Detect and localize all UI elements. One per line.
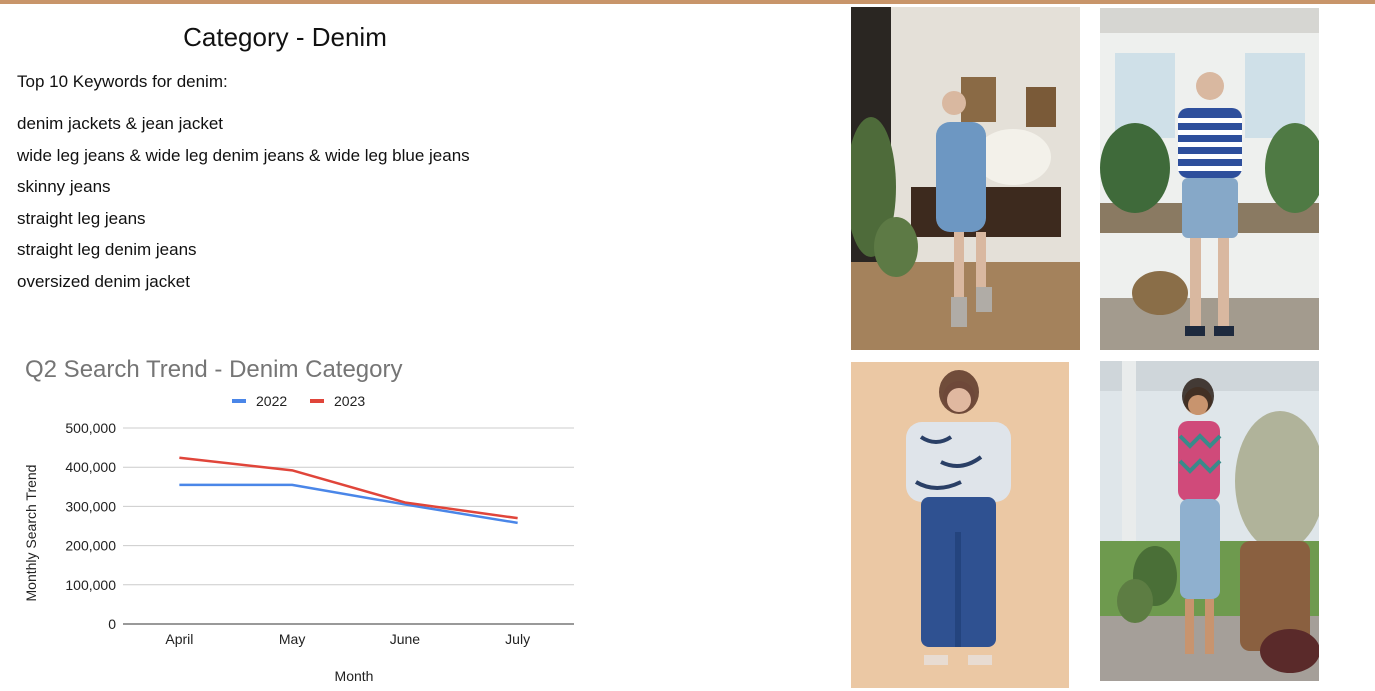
photo-woman-denim-dress-with-flowers xyxy=(851,7,1080,350)
page-title: Category - Denim xyxy=(183,22,387,52)
keywords-list: denim jackets & jean jacket wide leg jea… xyxy=(17,108,470,297)
photo-icon xyxy=(1100,8,1319,350)
chart-title: Q2 Search Trend - Denim Category xyxy=(25,356,403,383)
photo-woman-striped-top-denim-shorts xyxy=(1100,8,1319,350)
series-line-2023 xyxy=(179,456,518,520)
x-tick-label: April xyxy=(165,631,193,647)
legend-label-2023: 2023 xyxy=(334,393,365,409)
top-accent-bar xyxy=(0,0,1375,4)
keyword-item: denim jackets & jean jacket xyxy=(17,114,223,133)
y-tick-label: 0 xyxy=(108,616,116,632)
keyword-item: straight leg jeans xyxy=(17,208,146,228)
y-tick-label: 300,000 xyxy=(65,498,116,514)
photo-icon xyxy=(851,362,1069,688)
x-tick-label: June xyxy=(390,631,421,647)
y-tick-label: 100,000 xyxy=(65,577,116,593)
keyword-item: oversized denim jacket xyxy=(17,271,190,291)
keywords-heading: Top 10 Keywords for denim: xyxy=(17,72,228,91)
search-trend-chart: Q2 Search Trend - Denim Category 2022 202… xyxy=(23,356,574,684)
keyword-item: skinny jeans xyxy=(17,177,111,196)
photo-woman-print-blouse-wide-leg-jeans xyxy=(851,362,1069,688)
y-axis-label: Monthly Search Trend xyxy=(23,465,39,602)
photo-icon xyxy=(1100,361,1319,681)
y-axis-ticks: 0 100,000 200,000 300,000 400,000 500,000 xyxy=(65,420,116,632)
series-line-2022 xyxy=(179,483,518,525)
x-axis-ticks: April May June July xyxy=(165,631,530,647)
legend-label-2022: 2022 xyxy=(256,393,287,409)
chart-series xyxy=(179,456,518,525)
chart-grid xyxy=(123,427,574,625)
chart-legend: 2022 2023 xyxy=(232,393,365,409)
photo-woman-tank-top-cropped-jeans xyxy=(1100,361,1319,681)
keyword-item: straight leg denim jeans xyxy=(17,240,197,259)
y-tick-label: 400,000 xyxy=(65,459,116,475)
x-tick-label: May xyxy=(279,631,305,647)
y-tick-label: 200,000 xyxy=(65,538,116,554)
x-tick-label: July xyxy=(505,631,530,647)
y-tick-label: 500,000 xyxy=(65,420,116,436)
keyword-item: wide leg jeans & wide leg denim jeans & … xyxy=(17,145,470,165)
x-axis-label: Month xyxy=(335,668,374,684)
photo-icon xyxy=(851,7,1080,350)
